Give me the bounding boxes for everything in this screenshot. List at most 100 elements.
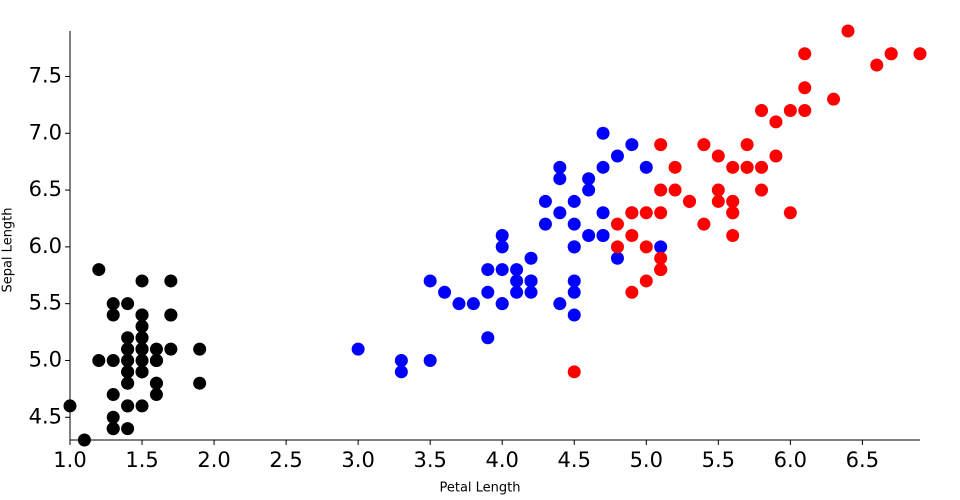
point xyxy=(596,229,610,242)
point xyxy=(394,365,408,379)
x-tick-label: 6.0 xyxy=(774,448,807,472)
point xyxy=(466,297,480,311)
point xyxy=(567,365,581,379)
point xyxy=(193,376,207,390)
point xyxy=(582,183,596,197)
point xyxy=(567,217,581,231)
point xyxy=(711,149,725,163)
point xyxy=(121,342,135,356)
point xyxy=(164,274,178,288)
point xyxy=(510,274,524,288)
point xyxy=(596,160,610,174)
point xyxy=(135,331,149,345)
point xyxy=(913,47,927,61)
x-tick-label: 4.5 xyxy=(558,448,591,472)
point xyxy=(481,285,495,299)
point xyxy=(121,297,135,311)
point xyxy=(495,240,509,254)
point xyxy=(755,160,769,174)
point xyxy=(121,422,135,436)
point xyxy=(769,149,783,163)
point xyxy=(798,104,812,118)
point xyxy=(452,297,466,311)
point xyxy=(510,285,524,299)
point xyxy=(135,365,149,379)
point xyxy=(654,138,668,152)
point xyxy=(639,160,653,174)
point xyxy=(798,81,812,95)
x-tick-label: 3.5 xyxy=(413,448,446,472)
point xyxy=(553,172,567,186)
point xyxy=(121,331,135,345)
point xyxy=(524,274,538,288)
point xyxy=(841,24,855,38)
point xyxy=(654,240,668,254)
x-tick-label: 3.0 xyxy=(341,448,374,472)
point xyxy=(654,206,668,220)
point xyxy=(567,285,581,299)
point xyxy=(423,274,437,288)
point xyxy=(106,422,120,436)
point xyxy=(135,274,149,288)
point xyxy=(106,353,120,367)
point xyxy=(610,149,624,163)
point xyxy=(783,104,797,118)
point xyxy=(654,251,668,265)
point xyxy=(164,308,178,322)
point xyxy=(92,263,106,277)
x-tick-label: 1.5 xyxy=(125,448,158,472)
point xyxy=(884,47,898,61)
point xyxy=(711,183,725,197)
point xyxy=(639,274,653,288)
point xyxy=(567,274,581,288)
point xyxy=(92,353,106,367)
point xyxy=(135,319,149,333)
x-tick-label: 2.0 xyxy=(197,448,230,472)
point xyxy=(553,206,567,220)
point xyxy=(596,206,610,220)
point xyxy=(870,58,884,72)
point xyxy=(740,160,754,174)
point xyxy=(495,229,509,242)
point xyxy=(423,353,437,367)
point xyxy=(798,47,812,61)
point xyxy=(582,229,596,242)
point xyxy=(510,263,524,277)
point xyxy=(582,172,596,186)
point xyxy=(625,138,639,152)
x-tick-label: 5.5 xyxy=(702,448,735,472)
point xyxy=(553,160,567,174)
point xyxy=(149,353,163,367)
point xyxy=(135,308,149,322)
point xyxy=(668,183,682,197)
point xyxy=(769,115,783,129)
point xyxy=(567,308,581,322)
point xyxy=(524,285,538,299)
point xyxy=(697,217,711,231)
point xyxy=(726,194,740,208)
point xyxy=(625,206,639,220)
point xyxy=(610,251,624,265)
point xyxy=(654,263,668,277)
point xyxy=(711,194,725,208)
point xyxy=(63,399,77,413)
point xyxy=(639,206,653,220)
point xyxy=(697,138,711,152)
point xyxy=(121,365,135,379)
point xyxy=(726,229,740,242)
point xyxy=(567,240,581,254)
point xyxy=(553,297,567,311)
point xyxy=(726,160,740,174)
point xyxy=(164,342,178,356)
point xyxy=(538,194,552,208)
point xyxy=(538,217,552,231)
point xyxy=(438,285,452,299)
point xyxy=(567,194,581,208)
x-tick-label: 2.5 xyxy=(269,448,302,472)
point xyxy=(639,240,653,254)
point xyxy=(351,342,365,356)
point xyxy=(625,285,639,299)
point xyxy=(726,206,740,220)
point xyxy=(149,342,163,356)
point xyxy=(106,388,120,402)
